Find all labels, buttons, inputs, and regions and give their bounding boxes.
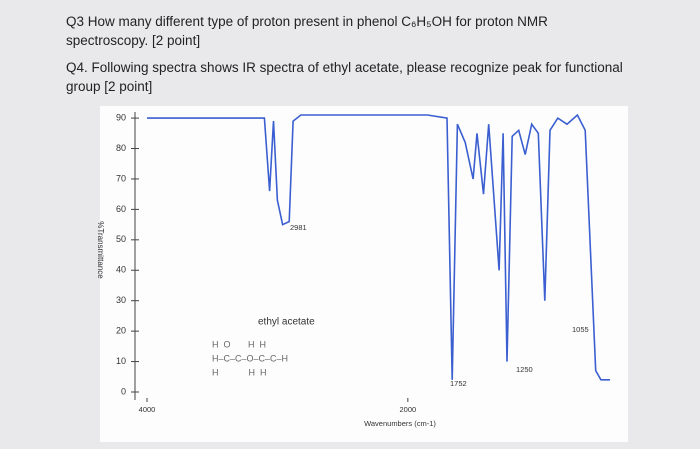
y-tick-label: 90 — [116, 112, 126, 122]
structure-line: H H H — [212, 367, 267, 377]
y-tick-label: 10 — [116, 356, 126, 366]
peak-label: 1752 — [450, 379, 467, 388]
y-tick-label: 40 — [116, 265, 126, 275]
y-axis-label: %Transmittance — [96, 221, 105, 279]
y-tick-label: 80 — [116, 143, 126, 153]
peak-label: 1055 — [572, 325, 589, 334]
y-tick-label: 30 — [116, 295, 126, 305]
x-axis-label: Wavenumbers (cm-1) — [364, 419, 436, 428]
peak-label: 2981 — [290, 223, 307, 232]
spectrum-line — [147, 113, 610, 381]
question-3: Q3 How many different type of proton pre… — [66, 14, 548, 48]
y-tick-label: 60 — [116, 204, 126, 214]
y-tick-label: 50 — [116, 234, 126, 244]
y-tick-label: 0 — [121, 386, 126, 396]
x-tick-label: 4000 — [139, 405, 156, 414]
y-tick-label: 70 — [116, 173, 126, 183]
x-tick-label: 2000 — [400, 405, 417, 414]
structure-line: H O H H — [212, 339, 266, 349]
y-tick-label: 20 — [116, 326, 126, 336]
structure-line: H–C–C–O–C–C–H — [212, 353, 288, 363]
peak-label: 1250 — [516, 365, 533, 374]
question-4: Q4. Following spectra shows IR spectra o… — [66, 60, 623, 94]
compound-name: ethyl acetate — [258, 317, 315, 328]
